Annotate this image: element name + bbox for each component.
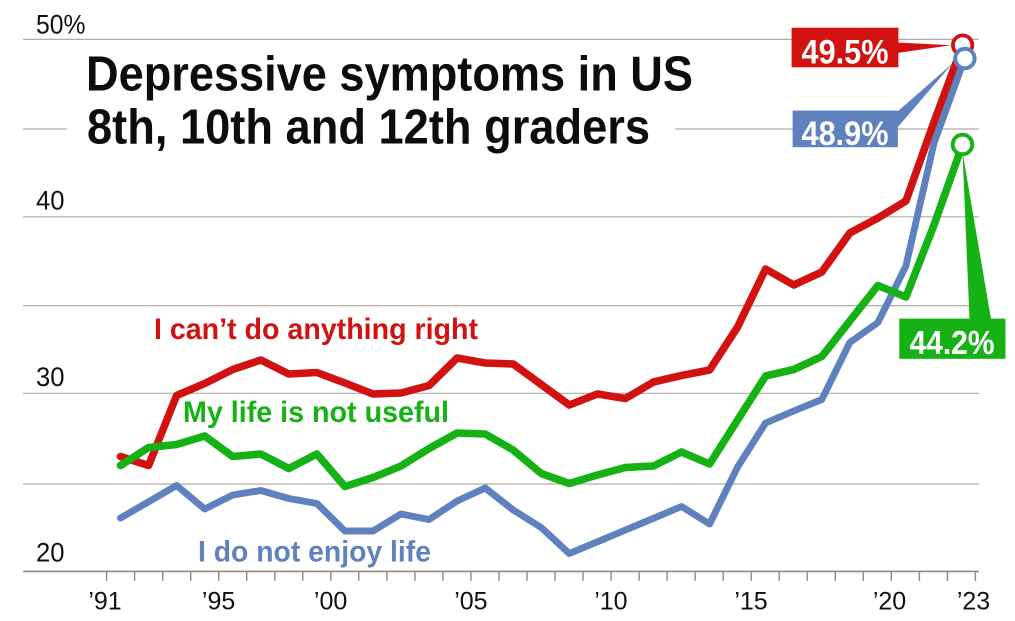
svg-text:’05: ’05	[454, 588, 487, 616]
svg-text:’00: ’00	[314, 588, 347, 616]
svg-text:8th, 10th and 12th graders: 8th, 10th and 12th graders	[87, 101, 650, 155]
svg-text:20: 20	[36, 538, 65, 568]
svg-text:’15: ’15	[734, 588, 767, 616]
svg-text:40: 40	[36, 186, 65, 216]
svg-text:30: 30	[36, 362, 65, 392]
svg-text:I do not enjoy life: I do not enjoy life	[198, 536, 431, 569]
svg-text:’91: ’91	[88, 588, 121, 616]
svg-text:’10: ’10	[594, 588, 627, 616]
svg-text:49.5%: 49.5%	[802, 34, 889, 72]
svg-text:I can’t do anything right: I can’t do anything right	[154, 313, 478, 346]
svg-text:Depressive symptoms in US: Depressive symptoms in US	[86, 48, 693, 102]
svg-text:’23: ’23	[957, 588, 990, 616]
svg-text:48.9%: 48.9%	[802, 115, 889, 153]
svg-text:’95: ’95	[202, 588, 235, 616]
svg-text:50%: 50%	[36, 10, 86, 40]
svg-text:44.2%: 44.2%	[910, 325, 995, 362]
svg-text:’20: ’20	[873, 588, 906, 616]
svg-text:My life is not useful: My life is not useful	[183, 396, 449, 429]
